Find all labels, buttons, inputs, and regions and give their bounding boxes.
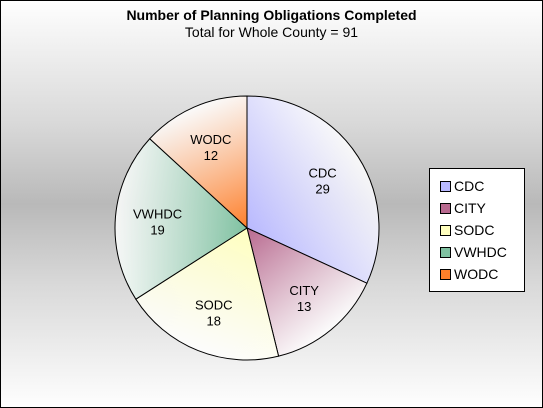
legend-swatch-city: [440, 202, 451, 214]
legend: CDC CITY SODC VWHDC WODC: [429, 168, 525, 292]
slice-value-wodc: 12: [204, 148, 218, 163]
legend-swatch-cdc: [440, 180, 451, 192]
slice-label-wodc: WODC: [190, 132, 231, 147]
slice-value-city: 13: [297, 299, 311, 314]
legend-label-sodc: SODC: [454, 222, 495, 238]
legend-label-cdc: CDC: [454, 178, 485, 194]
slice-label-vwhdc: VWHDC: [133, 206, 182, 221]
legend-label-vwhdc: VWHDC: [454, 244, 507, 260]
legend-item-sodc: SODC: [440, 219, 524, 241]
legend-label-city: CITY: [454, 200, 486, 216]
slice-label-cdc: CDC: [309, 166, 337, 181]
chart-title: Number of Planning Obligations Completed: [126, 7, 417, 23]
legend-item-cdc: CDC: [440, 175, 524, 197]
pie-slice-sodc: [135, 227, 280, 361]
pie-slice-wodc: [149, 95, 248, 230]
slice-value-vwhdc: 19: [150, 222, 164, 237]
slice-label-city: CITY: [289, 283, 319, 298]
legend-item-wodc: WODC: [440, 263, 524, 285]
pie-slice-vwhdc: [114, 138, 248, 300]
slice-value-sodc: 18: [206, 313, 220, 328]
legend-label-wodc: WODC: [454, 266, 499, 282]
slice-value-cdc: 29: [315, 182, 329, 197]
legend-swatch-wodc: [440, 268, 451, 280]
slice-label-sodc: SODC: [195, 297, 233, 312]
legend-item-city: CITY: [440, 197, 524, 219]
legend-item-vwhdc: VWHDC: [440, 241, 524, 263]
chart-subtitle: Total for Whole County = 91: [184, 24, 359, 40]
legend-swatch-vwhdc: [440, 246, 451, 258]
legend-swatch-sodc: [440, 224, 451, 236]
pie-slice-cdc: [246, 95, 380, 284]
pie-slice-city: [246, 227, 368, 357]
